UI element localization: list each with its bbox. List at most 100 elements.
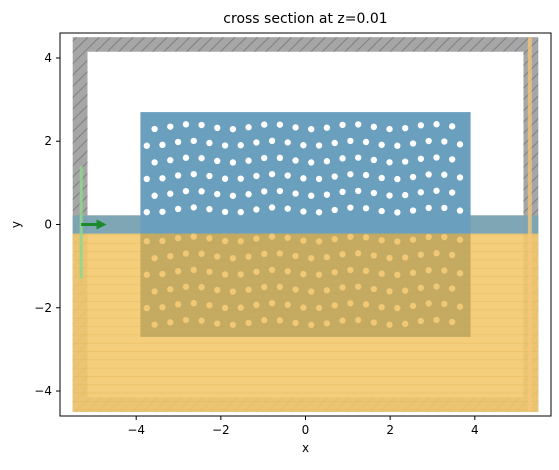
air-hole	[198, 155, 205, 162]
air-hole	[409, 207, 417, 214]
air-hole	[190, 170, 197, 178]
air-hole-lower	[245, 286, 252, 293]
plot-area	[60, 33, 551, 416]
air-hole	[362, 171, 370, 179]
air-hole-lower	[190, 233, 197, 240]
air-hole-lower	[198, 250, 205, 257]
air-hole	[331, 173, 338, 180]
air-hole	[182, 154, 190, 161]
air-hole-lower	[151, 255, 158, 262]
air-hole	[448, 189, 456, 196]
air-hole-lower	[292, 252, 299, 260]
air-hole-lower	[402, 320, 409, 327]
air-hole	[441, 171, 448, 178]
air-hole-lower	[394, 238, 401, 245]
air-hole	[355, 154, 362, 161]
air-hole-lower	[292, 319, 299, 327]
air-hole-lower	[159, 304, 166, 311]
air-hole-lower	[323, 320, 331, 327]
air-hole	[370, 189, 378, 197]
air-hole-lower	[190, 300, 197, 307]
air-hole-lower	[261, 283, 268, 291]
air-hole-lower	[347, 233, 354, 240]
air-hole	[159, 208, 166, 215]
air-hole-lower	[268, 233, 276, 240]
y-tick-label: −4	[34, 384, 52, 398]
air-hole-lower	[284, 234, 291, 241]
photonic-crystal-lower	[140, 233, 471, 337]
air-hole-lower	[308, 254, 315, 262]
air-hole-lower	[261, 250, 268, 258]
air-hole	[433, 154, 440, 161]
air-hole	[206, 139, 213, 147]
air-hole	[402, 191, 409, 199]
air-hole	[221, 142, 229, 149]
air-hole-lower	[433, 283, 440, 290]
air-hole	[402, 158, 409, 165]
air-hole-lower	[355, 250, 362, 257]
photonic-crystal-slab	[140, 112, 471, 234]
air-hole	[292, 124, 299, 131]
air-hole	[308, 125, 315, 133]
air-hole	[214, 157, 221, 165]
air-hole-lower	[206, 268, 213, 275]
air-hole-lower	[339, 284, 346, 291]
air-hole	[370, 156, 378, 164]
air-hole	[300, 142, 307, 149]
air-hole-lower-group	[143, 233, 464, 328]
y-tick-label: 0	[44, 218, 52, 232]
air-hole	[386, 159, 393, 166]
air-hole	[417, 155, 425, 162]
air-hole-lower	[339, 251, 346, 258]
chart-title: cross section at z=0.01	[223, 11, 387, 27]
air-hole-lower	[245, 253, 252, 260]
air-hole-lower	[206, 235, 213, 242]
air-hole-lower	[417, 317, 425, 325]
air-hole-lower	[284, 301, 291, 308]
air-hole-lower	[433, 316, 440, 324]
air-hole-lower	[355, 283, 362, 290]
air-hole-lower	[214, 286, 221, 294]
air-hole	[378, 174, 385, 182]
air-hole	[245, 157, 252, 164]
air-hole-lower	[331, 235, 338, 243]
air-hole-lower	[402, 254, 409, 261]
air-hole	[143, 142, 150, 149]
air-hole	[174, 205, 182, 213]
air-hole-lower	[198, 317, 205, 324]
air-hole	[441, 204, 448, 212]
air-hole	[284, 172, 291, 179]
air-hole-lower	[386, 288, 393, 295]
y-axis: −4 −2 0 2 4	[34, 51, 60, 398]
air-hole-lower	[355, 316, 362, 324]
air-hole	[221, 175, 229, 182]
air-hole	[198, 121, 205, 129]
air-hole-lower	[378, 303, 385, 311]
air-hole-lower	[229, 321, 237, 328]
air-hole-lower	[323, 253, 331, 261]
air-hole	[386, 192, 393, 199]
air-hole-lower	[417, 251, 425, 258]
air-hole	[206, 205, 213, 213]
air-hole	[425, 137, 432, 145]
air-hole-lower	[151, 321, 158, 328]
air-hole	[182, 187, 190, 195]
air-hole	[347, 204, 354, 211]
air-hole	[214, 124, 221, 132]
air-hole	[174, 172, 182, 179]
air-hole	[253, 139, 260, 146]
air-hole-lower	[174, 301, 182, 308]
air-hole-lower	[276, 317, 284, 324]
air-hole-lower	[315, 271, 323, 278]
air-hole	[206, 172, 213, 180]
air-hole	[292, 190, 299, 197]
air-hole	[409, 140, 417, 147]
air-hole-lower	[292, 286, 299, 293]
air-hole	[323, 124, 331, 131]
air-hole	[268, 137, 276, 144]
air-hole	[448, 156, 456, 163]
air-hole-lower	[441, 300, 448, 308]
air-hole-lower	[229, 255, 237, 262]
air-hole-lower	[151, 288, 158, 295]
